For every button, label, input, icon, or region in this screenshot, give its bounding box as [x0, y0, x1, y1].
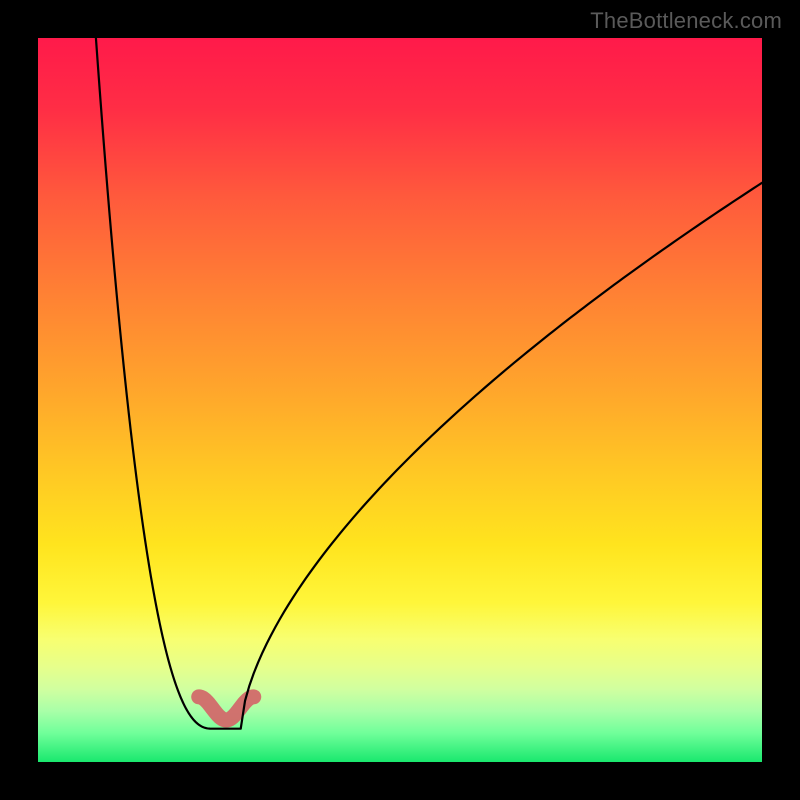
watermark-label: TheBottleneck.com: [590, 8, 782, 34]
chart-background: [38, 38, 762, 762]
chart-stage: TheBottleneck.com: [0, 0, 800, 800]
bottleneck-chart: [38, 38, 762, 762]
